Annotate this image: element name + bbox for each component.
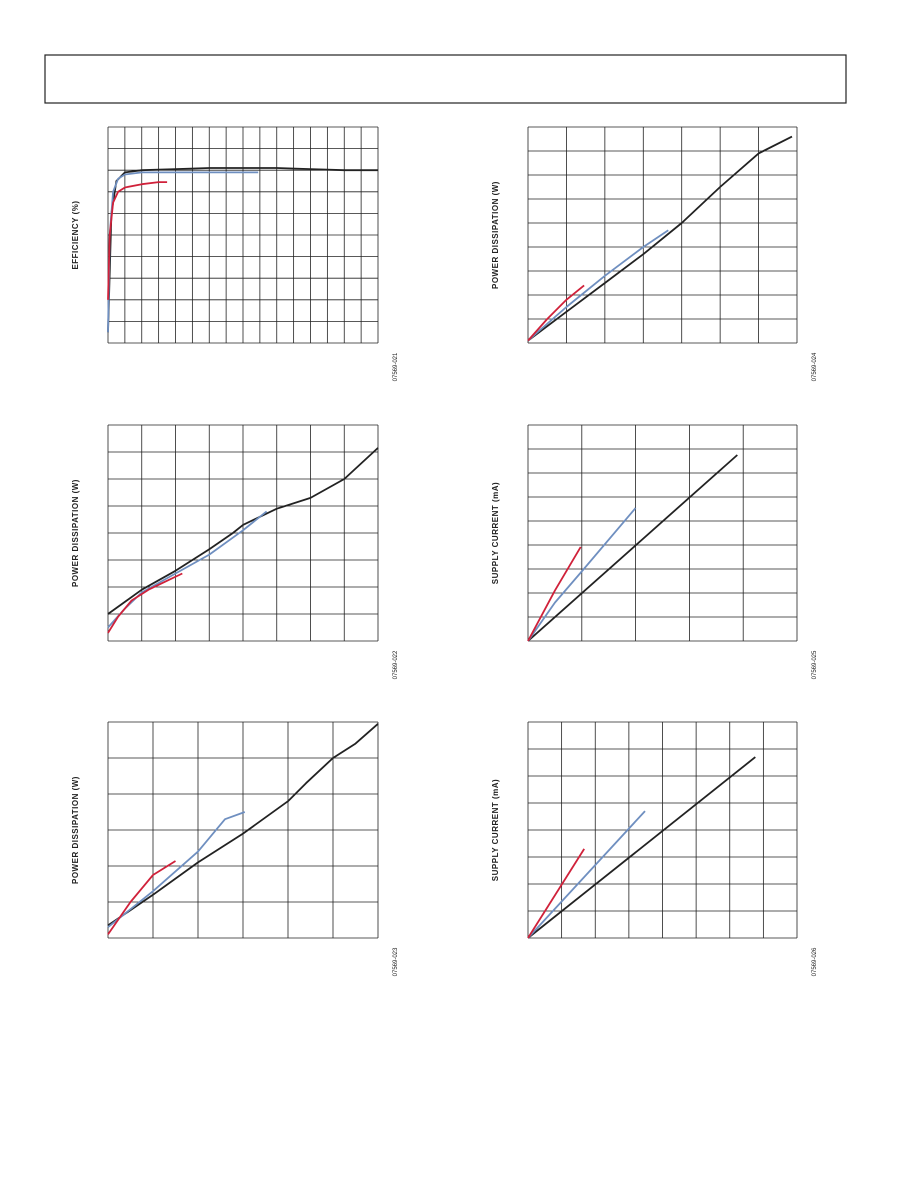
- y-axis-label: POWER DISSIPATION (W): [491, 181, 500, 289]
- figure-code: 07569-021: [393, 352, 399, 381]
- data-line: [107, 723, 379, 927]
- y-axis-label: SUPPLY CURRENT (mA): [491, 779, 500, 881]
- data-line: [107, 572, 183, 634]
- data-line: [527, 284, 585, 342]
- data-line: [527, 848, 585, 939]
- header-box: [44, 54, 847, 104]
- data-line: [527, 756, 756, 939]
- data-line: [527, 229, 669, 342]
- y-axis-label: POWER DISSIPATION (W): [71, 479, 80, 587]
- data-line: [107, 860, 176, 935]
- data-line: [527, 507, 637, 642]
- data-line: [527, 135, 793, 342]
- y-axis-label: SUPPLY CURRENT (mA): [491, 482, 500, 584]
- data-line: [107, 811, 246, 928]
- figure-code: 07569-026: [812, 947, 818, 976]
- data-line: [527, 546, 582, 642]
- data-line: [107, 447, 379, 615]
- figure-code: 07569-025: [812, 650, 818, 679]
- data-line: [107, 181, 168, 300]
- figure-code: 07569-024: [812, 352, 818, 381]
- figure-code: 07569-022: [393, 650, 399, 679]
- figure-code: 07569-023: [393, 947, 399, 976]
- data-line: [527, 810, 646, 939]
- data-line: [107, 171, 259, 333]
- y-axis-label: POWER DISSIPATION (W): [71, 776, 80, 884]
- data-line: [527, 454, 738, 642]
- y-axis-label: EFFICIENCY (%): [71, 200, 80, 269]
